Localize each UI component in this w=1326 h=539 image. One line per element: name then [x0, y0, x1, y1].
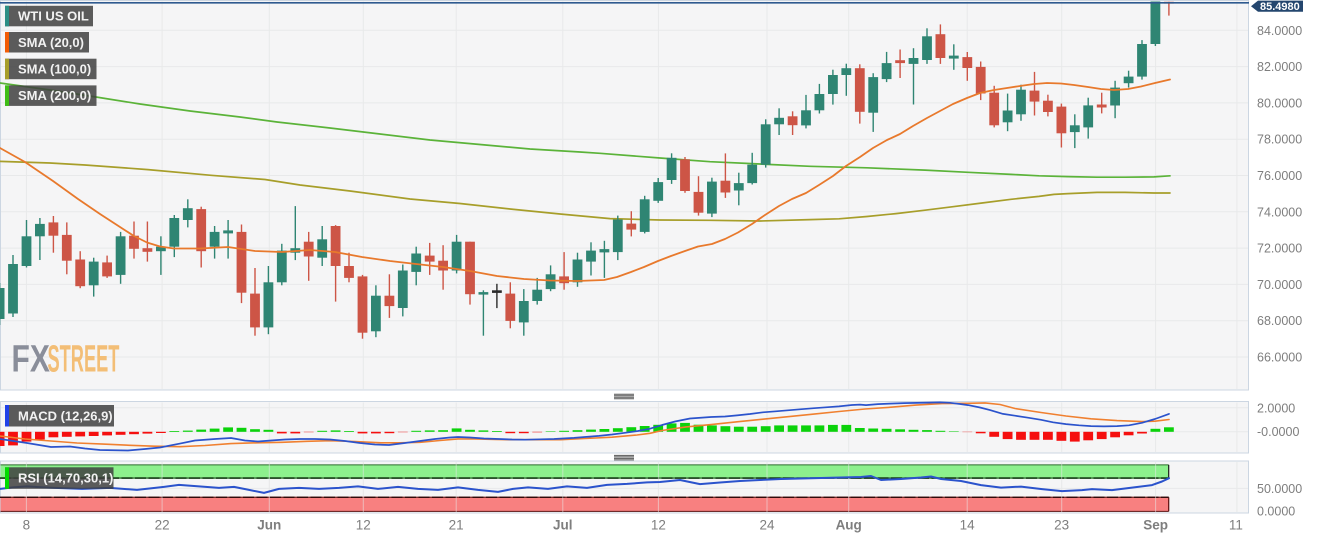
svg-text:84.0000: 84.0000: [1257, 24, 1302, 38]
svg-text:78.0000: 78.0000: [1257, 133, 1302, 147]
svg-text:22: 22: [155, 518, 170, 533]
svg-text:2.0000: 2.0000: [1257, 401, 1295, 415]
svg-text:14: 14: [960, 518, 976, 533]
svg-text:WTI US OIL: WTI US OIL: [18, 9, 89, 24]
svg-text:0.0000: 0.0000: [1257, 504, 1295, 518]
svg-text:12: 12: [356, 518, 371, 533]
svg-text:21: 21: [449, 518, 464, 533]
svg-text:70.0000: 70.0000: [1257, 278, 1302, 292]
svg-text:66.0000: 66.0000: [1257, 351, 1302, 365]
svg-text:RSI (14,70,30,1): RSI (14,70,30,1): [18, 471, 113, 486]
svg-text:12: 12: [651, 518, 666, 533]
svg-text:82.0000: 82.0000: [1257, 60, 1302, 74]
svg-text:Jul: Jul: [553, 518, 573, 533]
svg-text:80.0000: 80.0000: [1257, 96, 1302, 110]
svg-text:72.0000: 72.0000: [1257, 242, 1302, 256]
svg-text:SMA (100,0): SMA (100,0): [18, 61, 91, 76]
svg-text:24: 24: [759, 518, 775, 533]
svg-text:Sep: Sep: [1143, 518, 1168, 533]
svg-text:68.0000: 68.0000: [1257, 314, 1302, 328]
svg-text:50.0000: 50.0000: [1257, 482, 1302, 496]
svg-text:MACD (12,26,9): MACD (12,26,9): [18, 408, 113, 423]
svg-text:FX: FX: [12, 338, 50, 380]
svg-text:-0.0000: -0.0000: [1257, 425, 1299, 439]
svg-text:SMA (200,0): SMA (200,0): [18, 88, 91, 103]
svg-text:8: 8: [23, 518, 31, 533]
svg-text:SMA (20,0): SMA (20,0): [18, 35, 84, 50]
svg-text:Jun: Jun: [257, 518, 281, 533]
svg-text:85.4980: 85.4980: [1260, 1, 1300, 13]
svg-text:76.0000: 76.0000: [1257, 169, 1302, 183]
svg-text:STREET: STREET: [48, 338, 120, 380]
svg-text:11: 11: [1229, 518, 1243, 533]
svg-text:Aug: Aug: [836, 518, 862, 533]
svg-text:23: 23: [1054, 518, 1069, 533]
svg-text:74.0000: 74.0000: [1257, 205, 1302, 219]
